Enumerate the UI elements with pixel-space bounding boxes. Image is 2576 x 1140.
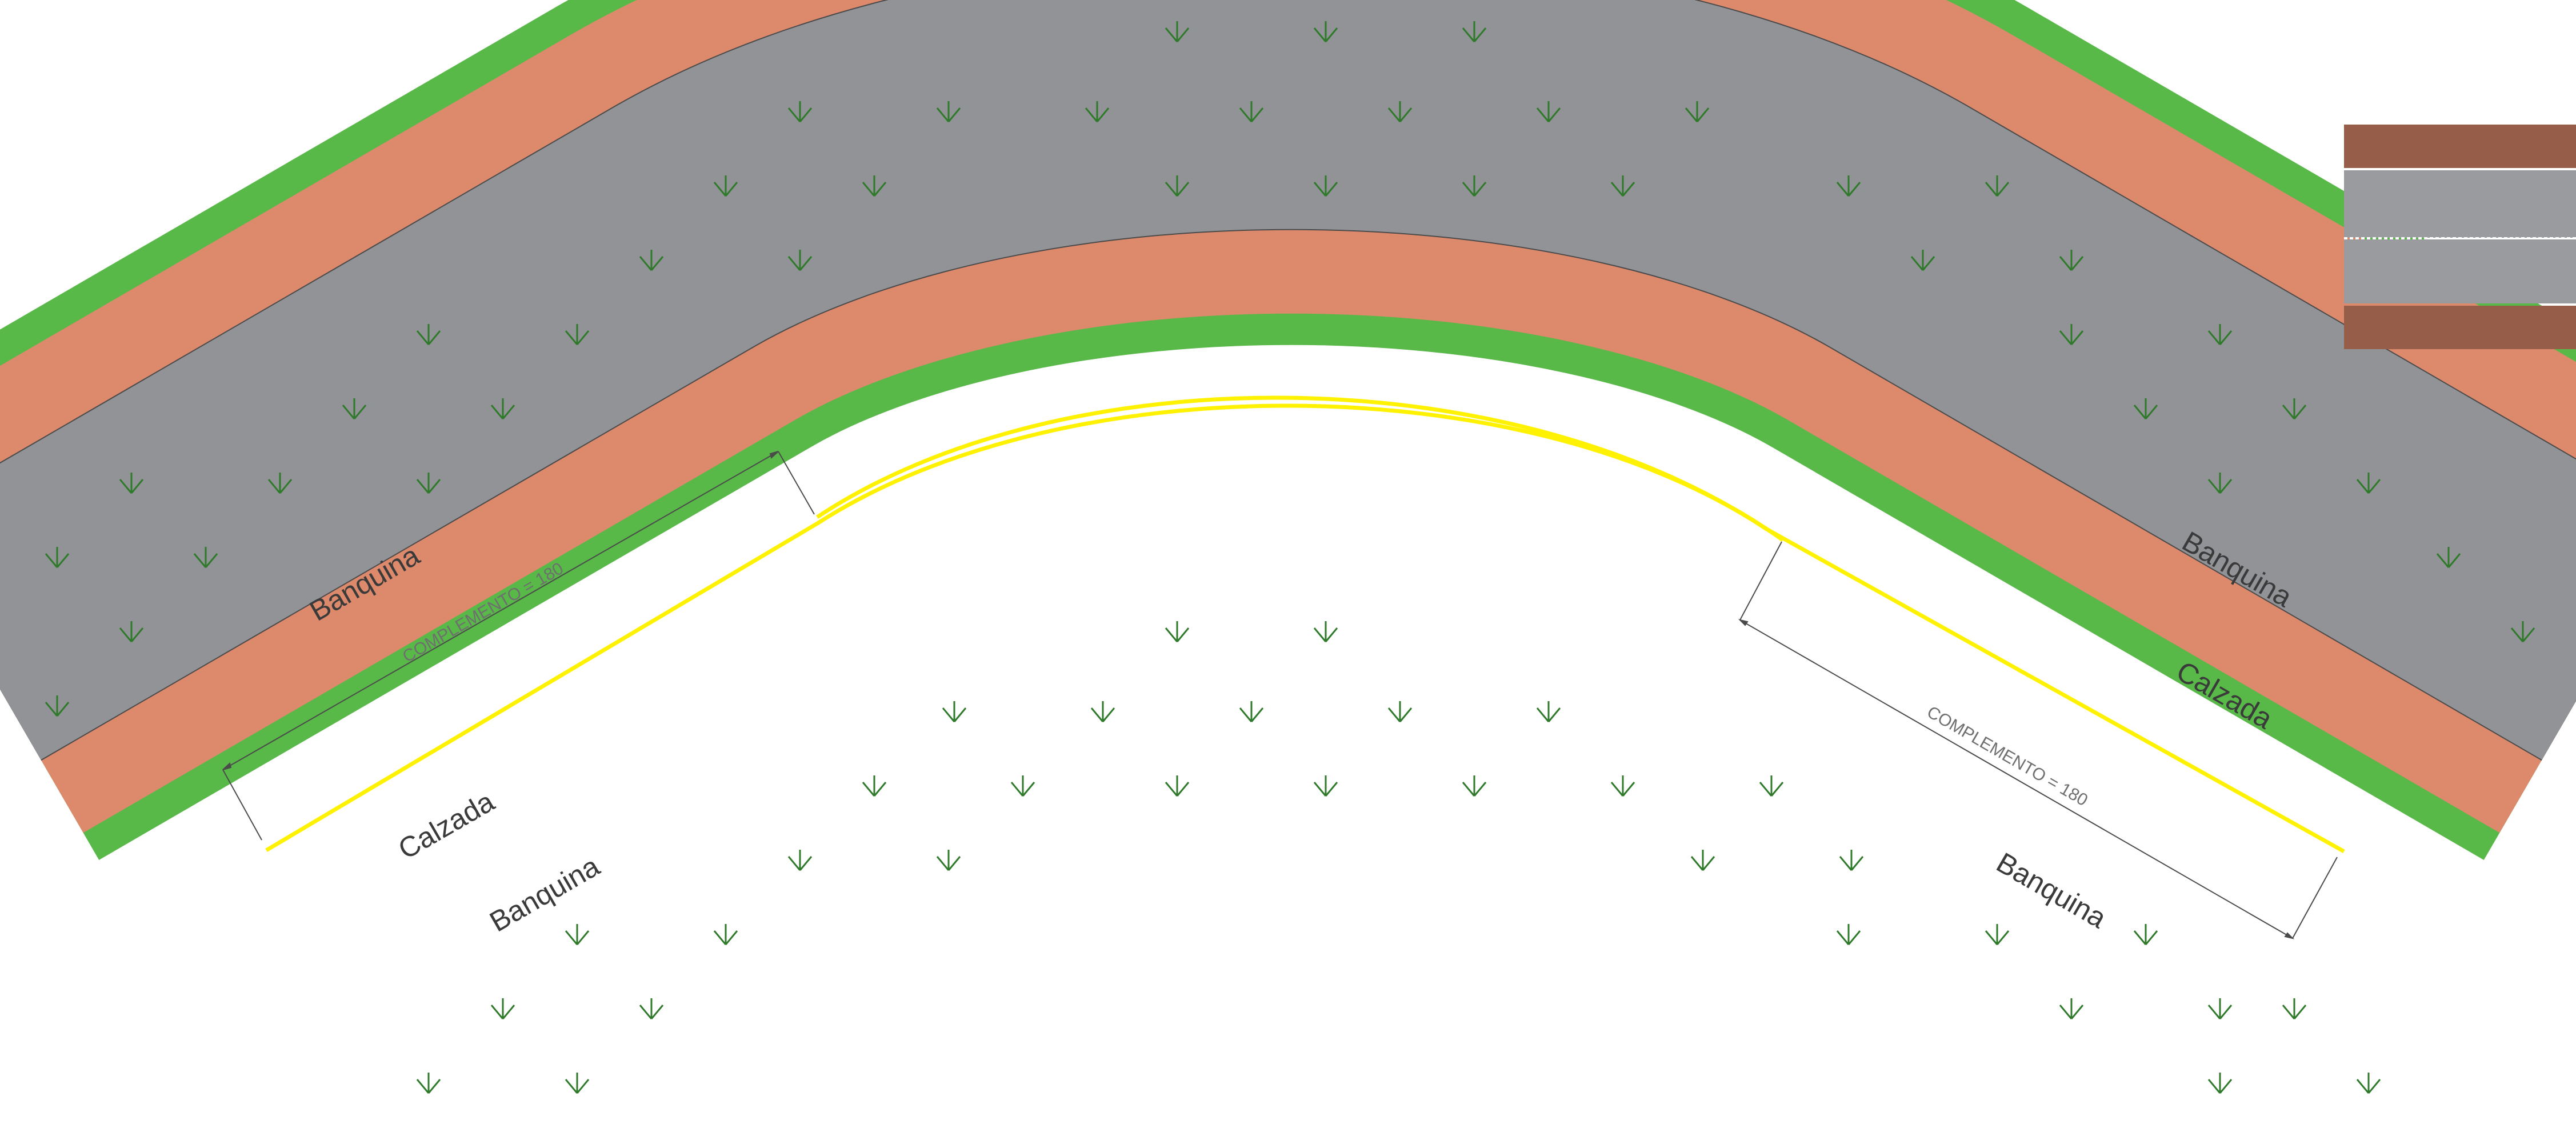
grass-tuft-icon [565, 1071, 590, 1094]
center-dashed-line [267, 515, 819, 848]
center-dashed-line [33, 843, 270, 982]
legend-lane-bottom [2344, 239, 2576, 303]
grass-tuft-icon [1165, 774, 1190, 797]
no-passing-line [816, 395, 1785, 542]
grass-tuft-icon [1387, 700, 1413, 723]
grass-tuft-icon [1759, 774, 1784, 797]
grass-tuft-icon [1165, 620, 1190, 643]
grass-tuft-icon [2282, 997, 2307, 1020]
cross-section-legend [2344, 125, 2576, 349]
label-shoulder-bottom-left: Banquina [485, 850, 605, 938]
grass-tuft-icon [862, 774, 887, 797]
grass-tuft-icon [1090, 700, 1115, 723]
grass-tuft-icon [1239, 700, 1264, 723]
grass-tuft-icon [565, 923, 590, 946]
grass-tuft-icon [1985, 923, 2010, 946]
grass-tuft-icon [1313, 620, 1338, 643]
grass-tuft-icon [2207, 1071, 2233, 1094]
legend-lane-top [2344, 170, 2576, 238]
label-shoulder-bottom-right: Banquina [1991, 846, 2112, 934]
grass-tuft-icon [490, 997, 515, 1020]
grass-tuft-icon [2356, 1071, 2381, 1094]
grass-tuft-icon [639, 997, 664, 1020]
label-carriageway-left: Calzada [393, 785, 500, 865]
grass-tuft-icon [1536, 700, 1561, 723]
grass-tuft-icon [2133, 923, 2158, 946]
grass-tuft-icon [2059, 997, 2084, 1020]
dimension-right [1738, 541, 2338, 939]
grass-tuft-icon [2207, 997, 2233, 1020]
carriageway [0, 0, 2576, 760]
grass-tuft-icon [1610, 774, 1635, 797]
legend-shoulder-bottom [2344, 306, 2576, 349]
legend-shoulder-top [2344, 125, 2576, 168]
grass-tuft-icon [1462, 774, 1487, 797]
grass-tuft-icon [1839, 849, 1864, 871]
grass-tuft-icon [1313, 774, 1338, 797]
grass-tuft-icon [1836, 923, 1861, 946]
grass-tuft-icon [713, 923, 738, 946]
grass-tuft-icon [1690, 849, 1715, 871]
grass-tuft-icon [936, 849, 961, 871]
center-dashed-line [2339, 849, 2576, 990]
grass-tuft-icon [942, 700, 967, 723]
grass-tuft-icon [787, 849, 813, 871]
dimension-left [222, 451, 815, 841]
label-complement-right: COMPLEMENTO = 180 [1924, 702, 2091, 810]
grass-tuft-icon [416, 1071, 441, 1094]
grass-tuft-icon [1010, 774, 1035, 797]
